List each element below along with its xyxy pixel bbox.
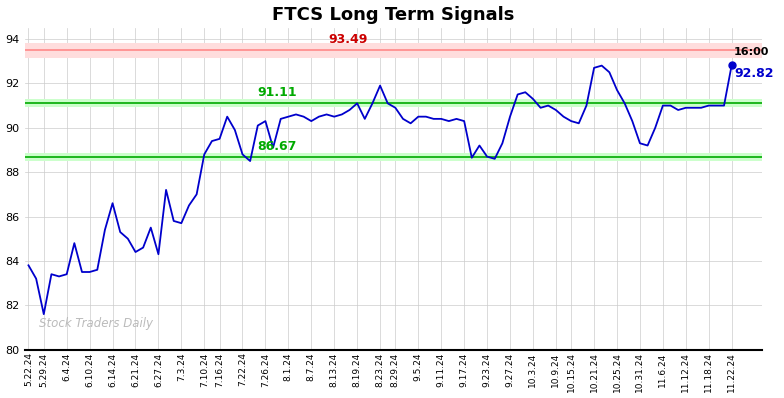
Text: 16:00: 16:00 <box>734 47 769 57</box>
Bar <box>24 153 762 161</box>
Text: 93.49: 93.49 <box>328 33 368 46</box>
Title: FTCS Long Term Signals: FTCS Long Term Signals <box>272 6 514 23</box>
Text: Stock Traders Daily: Stock Traders Daily <box>39 317 154 330</box>
Text: 86.67: 86.67 <box>258 140 297 153</box>
Text: 91.11: 91.11 <box>257 86 297 99</box>
Bar <box>24 43 762 58</box>
Bar <box>24 99 762 107</box>
Text: 92.82: 92.82 <box>734 67 774 80</box>
